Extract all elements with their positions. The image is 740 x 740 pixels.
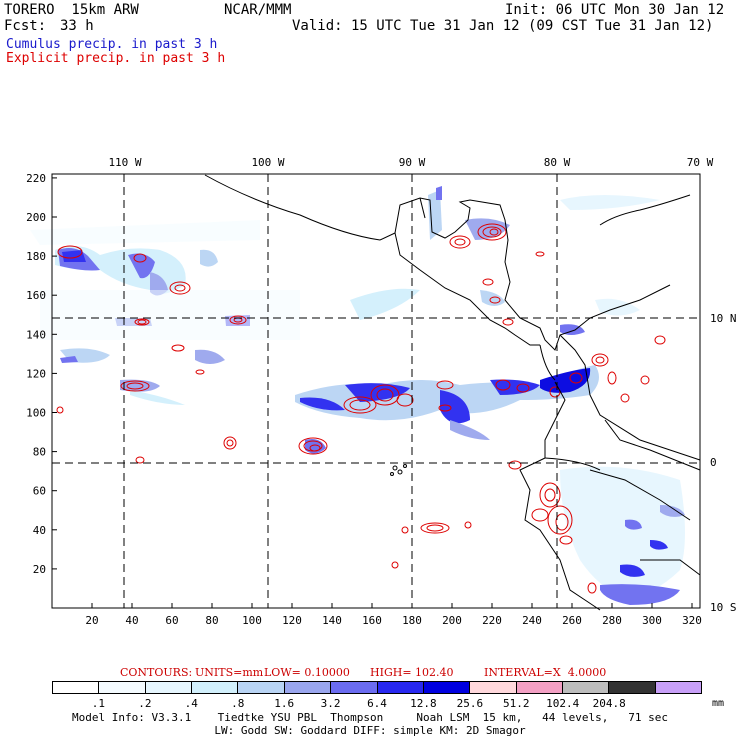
lat-label-10s: 10 S — [710, 601, 737, 614]
x-tick-label: 160 — [362, 614, 382, 627]
y-tick-label: 100 — [26, 407, 46, 420]
colorbar-label: .2 — [138, 697, 152, 710]
lon-label-90w: 90 W — [399, 156, 426, 169]
org-label: NCAR/MMM — [224, 2, 292, 18]
contours-high: HIGH= 102.40 — [370, 666, 454, 679]
contours-units: UNITS=mm — [195, 666, 264, 679]
x-axis-grid-labels: 20 40 60 80 100 120 140 160 180 200 220 240 260 280 30… — [85, 614, 702, 627]
valid-time: Valid: 15 UTC Tue 31 Jan 12 (09 CST Tue … — [292, 18, 714, 34]
x-tick-label: 180 — [402, 614, 422, 627]
colorbar-swatch — [562, 682, 610, 693]
colorbar-swatch — [516, 682, 563, 693]
colorbar-label: 12.8 — [410, 697, 437, 710]
y-tick-label: 160 — [26, 289, 46, 302]
lat-label-10n: 10 N — [710, 312, 737, 325]
y-tick-label: 20 — [33, 563, 46, 576]
contours-label: CONTOURS: — [120, 666, 193, 679]
colorbar-swatch — [470, 682, 517, 693]
y-tick-label: 200 — [26, 211, 46, 224]
colorbar-swatch — [53, 682, 100, 693]
y-tick-label: 40 — [33, 524, 46, 537]
x-tick-label: 80 — [205, 614, 218, 627]
lon-label-110w: 110 W — [108, 156, 141, 169]
lat-label-0: 0 — [710, 456, 717, 469]
y-tick-label: 80 — [33, 446, 46, 459]
cumulus-legend: Cumulus precip. in past 3 h — [6, 37, 218, 52]
colorbar-label: 102.4 — [546, 697, 580, 710]
colorbar-label: 204.8 — [592, 697, 626, 710]
x-tick-label: 100 — [242, 614, 262, 627]
map-frame — [51, 173, 701, 609]
x-tick-label: 280 — [602, 614, 622, 627]
contours-interval: INTERVAL=X 4.0000 — [484, 666, 607, 679]
colorbar-swatch — [99, 682, 146, 693]
x-tick-label: 120 — [282, 614, 302, 627]
colorbar-label: 25.6 — [456, 697, 484, 710]
colorbar — [52, 681, 702, 694]
colorbar-label: .8 — [231, 697, 245, 710]
x-tick-label: 200 — [442, 614, 462, 627]
colorbar-swatch — [655, 682, 702, 693]
x-tick-label: 240 — [522, 614, 542, 627]
explicit-precip-contours — [56, 223, 666, 594]
colorbar-label: .1 — [91, 697, 106, 710]
y-tick-label: 60 — [33, 485, 46, 498]
coastlines — [204, 174, 701, 611]
x-tick-label: 40 — [125, 614, 138, 627]
model-title: TORERO 15km ARW — [4, 2, 139, 18]
colorbar-swatch — [609, 682, 656, 693]
colorbar-label: 1.6 — [274, 697, 295, 710]
colorbar-swatch — [192, 682, 239, 693]
colorbar-swatch — [238, 682, 285, 693]
cumulus-precip-shading — [30, 186, 685, 605]
colorbar-swatch — [331, 682, 378, 693]
y-tick-label: 220 — [26, 172, 46, 185]
lon-label-80w: 80 W — [544, 156, 571, 169]
x-tick-label: 320 — [682, 614, 702, 627]
longitude-labels: 110 W 100 W 90 W 80 W 70 W — [108, 156, 713, 169]
forecast-hour: 33 h — [60, 18, 94, 34]
x-tick-label: 300 — [642, 614, 662, 627]
contours-low: LOW= 0.10000 — [264, 666, 350, 679]
model-info-line2: LW: Godd SW: Goddard DIFF: simple KM: 2D… — [214, 724, 526, 737]
latitude-labels: 10 N 0 10 S — [710, 312, 737, 614]
colorbar-swatch — [377, 682, 424, 693]
explicit-legend: Explicit precip. in past 3 h — [6, 51, 226, 66]
x-tick-label: 220 — [482, 614, 502, 627]
colorbar-swatch — [145, 682, 193, 693]
y-tick-label: 120 — [26, 367, 46, 380]
x-tick-label: 60 — [165, 614, 178, 627]
colorbar-label: 51.2 — [503, 697, 530, 710]
y-tick-label: 180 — [26, 250, 46, 263]
x-tick-label: 260 — [562, 614, 582, 627]
colorbar-label: .4 — [184, 697, 198, 710]
x-tick-label: 20 — [85, 614, 98, 627]
x-tick-label: 140 — [322, 614, 342, 627]
grid-ticks — [52, 177, 693, 608]
colorbar-unit: mm — [712, 698, 725, 709]
y-axis-grid-labels: 20 40 60 80 100 120 140 160 180 200 220 — [26, 172, 46, 576]
colorbar-swatch — [423, 682, 471, 693]
forecast-label: Fcst: — [4, 18, 47, 34]
init-time: Init: 06 UTC Mon 30 Jan 12 — [505, 2, 725, 18]
y-tick-label: 140 — [26, 328, 46, 341]
lon-label-70w: 70 W — [687, 156, 714, 169]
colorbar-label: 3.2 — [320, 697, 341, 710]
latlon-grid — [52, 174, 700, 608]
model-info-line1: Model Info: V3.3.1 Tiedtke YSU PBL Thomp… — [71, 711, 669, 724]
colorbar-label: 6.4 — [367, 697, 387, 710]
colorbar-swatch — [284, 682, 332, 693]
lon-label-100w: 100 W — [251, 156, 284, 169]
